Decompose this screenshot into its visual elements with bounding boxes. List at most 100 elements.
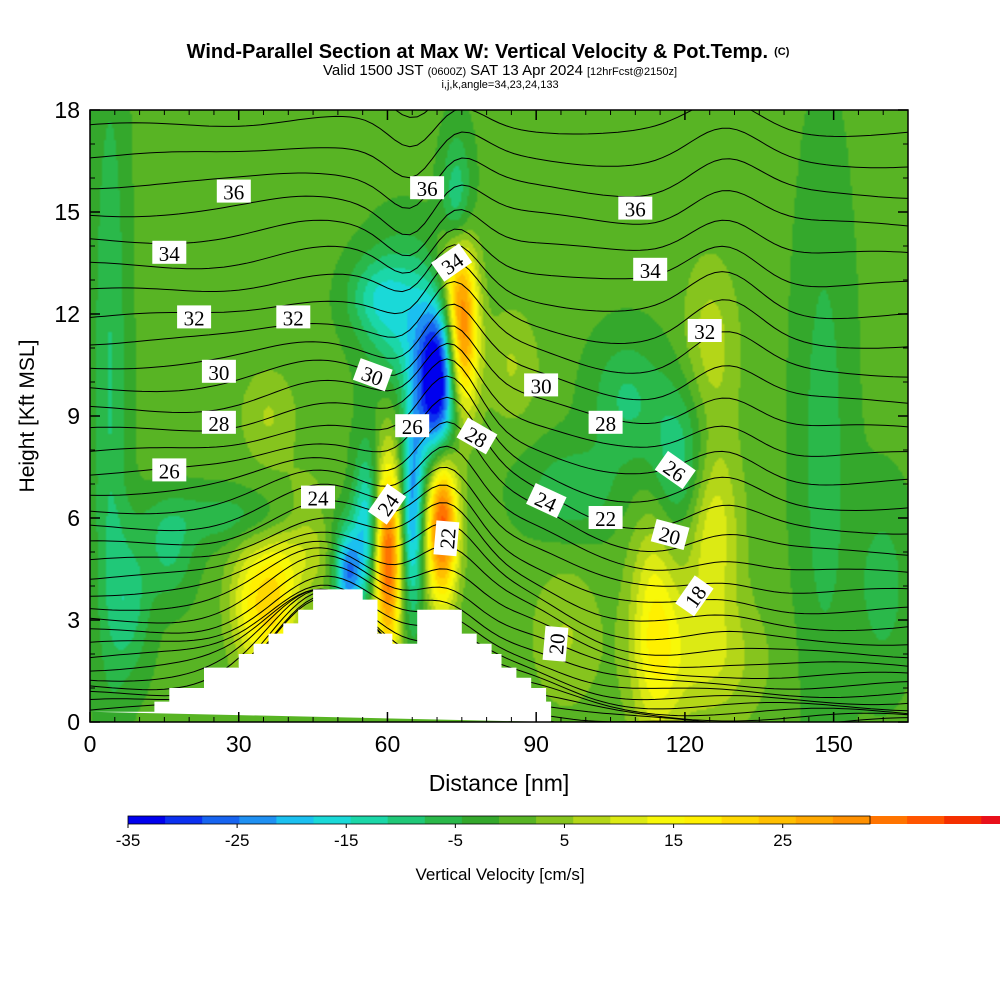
theta-label-box (650, 519, 690, 551)
theta-label-text: 26 (159, 459, 180, 483)
y-tick-label: 15 (54, 199, 80, 225)
theta-contour (90, 396, 908, 535)
theta-contour (90, 342, 908, 457)
y-axis-label: Height [Kft MSL] (16, 340, 39, 493)
theta-label-text: 32 (283, 306, 304, 330)
theta-label-box (410, 176, 445, 200)
theta-contour (90, 110, 908, 148)
colorbar-swatch (239, 816, 277, 824)
colorbar-frame (127, 815, 871, 825)
colorbar-swatch (461, 816, 500, 824)
theta-contour (90, 303, 908, 404)
theta-contour (90, 244, 908, 320)
theta-label: 36 (618, 196, 653, 222)
theta-contour (90, 325, 908, 428)
colorbar (127, 815, 1000, 825)
colorbar-swatch (795, 816, 834, 824)
theta-contour (90, 540, 908, 659)
x-tick-label: 0 (84, 731, 97, 757)
colorbar-swatch (684, 816, 722, 824)
theta-label-text: 34 (159, 242, 181, 266)
theta-contour (90, 127, 908, 179)
theta-contour (90, 0, 908, 21)
theta-label-box (542, 625, 569, 662)
theta-label: 24 (301, 485, 335, 511)
colorbar-swatch (424, 816, 463, 824)
theta-label: 22 (433, 520, 461, 557)
theta-label-box (152, 458, 187, 482)
theta-label-box (431, 243, 473, 282)
colorbar-swatch (387, 816, 426, 824)
theta-label-box (152, 240, 187, 264)
colorbar-swatch (573, 816, 611, 824)
chart-subtitle: Valid 1500 JST (0600Z) SAT 13 Apr 2024 [12h… (323, 62, 677, 79)
theta-contour (90, 554, 908, 679)
x-tick-label: 30 (226, 731, 252, 757)
theta-contour (90, 260, 908, 349)
colorbar-swatch (202, 816, 240, 824)
theta-label-box (524, 373, 559, 397)
colorbar-swatch (350, 816, 389, 824)
theta-label-box (654, 450, 696, 490)
theta-label-text: 34 (640, 259, 662, 283)
theta-label-text: 22 (435, 527, 461, 550)
theta-label-text: 26 (402, 415, 423, 439)
y-tick-label: 3 (67, 607, 80, 633)
theta-label-text: 28 (595, 412, 616, 436)
y-tick-label: 6 (67, 505, 80, 531)
x-tick-label: 60 (375, 731, 401, 757)
theta-label-box (526, 482, 567, 519)
theta-contour (90, 575, 908, 698)
chart-title: Wind-Parallel Section at Max W: Vertical… (187, 41, 790, 63)
theta-label: 22 (588, 506, 623, 531)
theta-label-box (687, 319, 722, 342)
y-tick-label: 18 (54, 97, 80, 123)
colorbar-swatch (647, 816, 685, 824)
y-tick-label: 9 (67, 403, 80, 429)
theta-contour (90, 466, 908, 594)
y-tick-label: 0 (67, 709, 80, 735)
theta-contour (90, 209, 908, 257)
theta-label-text: 36 (625, 198, 646, 222)
terrain (90, 589, 552, 722)
theta-label-text: 20 (544, 632, 570, 655)
x-tick-label: 90 (523, 731, 549, 757)
theta-contour (90, 547, 908, 668)
x-axis-label: Distance [nm] (429, 770, 570, 796)
theta-label: 20 (650, 519, 690, 551)
theta-label-text: 28 (208, 412, 229, 436)
theta-label-box (588, 506, 623, 529)
theta-label-text: 32 (694, 320, 715, 344)
theta-label: 34 (633, 257, 668, 283)
colorbar-tick-label: -25 (225, 831, 250, 850)
x-tick-label: 150 (814, 731, 852, 757)
theta-label-box (367, 483, 407, 525)
theta-contour (90, 484, 908, 615)
theta-label-text: 30 (208, 361, 229, 385)
theta-contour (90, 157, 908, 209)
colorbar-swatch (536, 816, 574, 824)
colorbar-swatch (832, 816, 871, 824)
theta-contour (90, 502, 908, 632)
theta-label: 36 (410, 176, 445, 201)
colorbar-swatch (758, 816, 797, 824)
theta-contour (90, 421, 908, 556)
colorbar-swatch (610, 816, 648, 824)
colorbar-swatch (276, 816, 314, 824)
theta-label-box (618, 196, 653, 220)
colorbar-tick-label: 5 (560, 831, 569, 850)
theta-label-text: 36 (223, 181, 244, 205)
theta-contour (90, 522, 908, 646)
theta-label-box (395, 414, 430, 438)
colorbar-swatch (907, 816, 945, 824)
colorbar-tick-label: -35 (116, 831, 141, 850)
theta-contour (90, 445, 908, 573)
theta-label: 20 (542, 625, 570, 662)
theta-label-text: 24 (308, 487, 330, 511)
theta-label-box (633, 257, 668, 281)
colorbar-swatch (944, 816, 982, 824)
theta-label-box (201, 359, 236, 383)
colorbar-label: Vertical Velocity [cm/s] (415, 865, 584, 884)
